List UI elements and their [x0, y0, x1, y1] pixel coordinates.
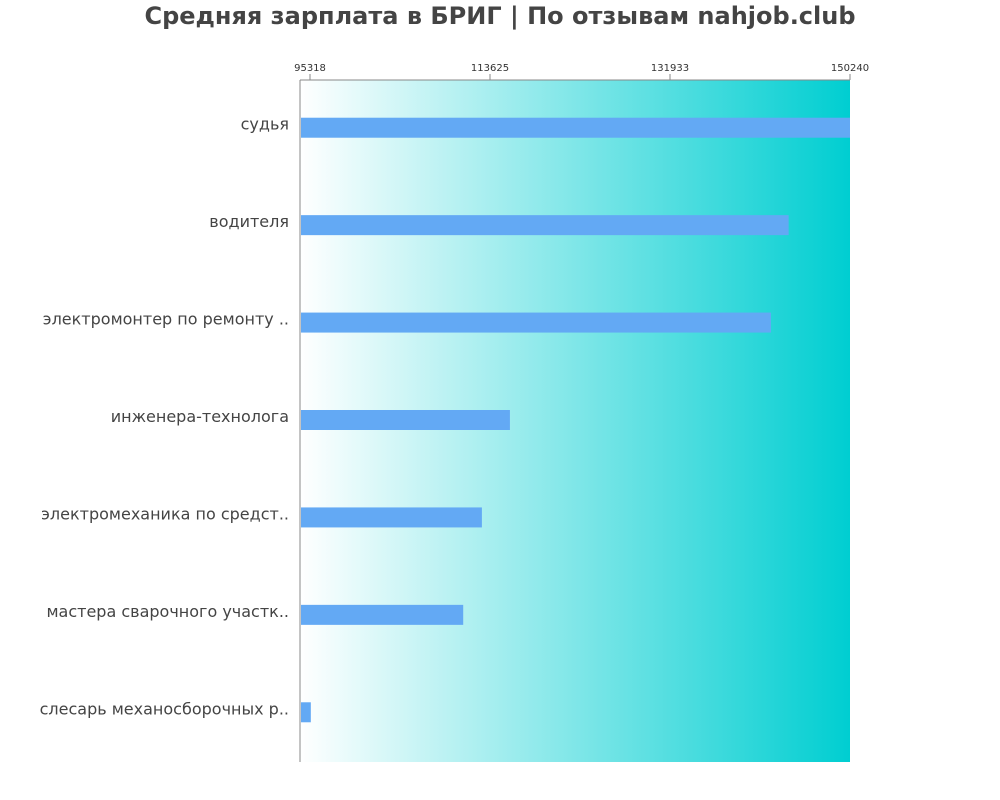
x-tick-label: 95318	[294, 63, 326, 74]
category-label: водителя	[209, 212, 289, 231]
bar	[301, 117, 850, 138]
bar	[301, 312, 771, 333]
x-tick-label: 113625	[471, 63, 509, 74]
x-tick-label: 150240	[831, 63, 869, 74]
bar	[301, 507, 482, 528]
category-label: мастера сварочного участк..	[46, 602, 289, 621]
bar	[301, 604, 464, 625]
category-label: электромеханика по средст..	[41, 504, 289, 523]
x-tick-label: 131933	[651, 63, 689, 74]
category-label: судья	[241, 115, 289, 134]
bar	[301, 702, 311, 723]
category-label: слесарь механосборочных р..	[40, 699, 289, 718]
bar	[301, 215, 789, 236]
bar	[301, 410, 510, 430]
chart-title: Средняя зарплата в БРИГ | По отзывам nah…	[144, 2, 856, 30]
category-label: электромонтер по ремонту ..	[43, 310, 289, 329]
category-label: инженера-технолога	[111, 407, 289, 426]
